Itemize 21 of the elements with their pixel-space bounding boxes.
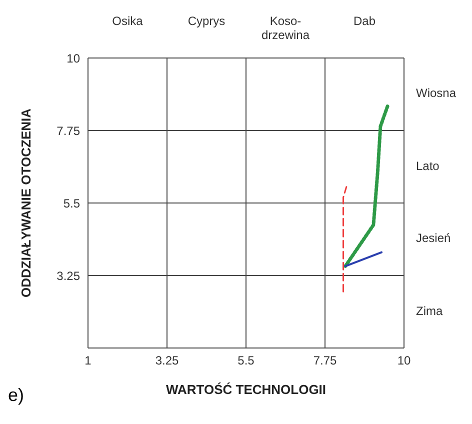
- text: Cyprys: [186, 14, 226, 28]
- x-axis-title: WARTOŚĆ TECHNOLOGII: [166, 382, 326, 397]
- text: e): [8, 385, 24, 405]
- x-tick-label: 5.5: [238, 354, 255, 368]
- y-tick-label: 3.25: [56, 268, 80, 283]
- line-series: [344, 104, 390, 268]
- y-axis-title: ODDZIAŁYWANIE OTOCZENIA: [18, 108, 34, 298]
- text: Jesień: [416, 231, 451, 246]
- text: Wiosna: [416, 86, 456, 100]
- y-tick-label: 7.75: [56, 124, 80, 138]
- x-tick-label: 3.25: [155, 354, 179, 368]
- text: Lato: [416, 158, 440, 173]
- x-tick-label: 7.75: [313, 354, 337, 368]
- y-tick-label: 10: [66, 51, 80, 66]
- y-tick-label: 5.5: [63, 196, 80, 210]
- text: Dab: [352, 14, 376, 28]
- x-tick-label: 10: [397, 354, 411, 368]
- x-tick-label: 1: [84, 354, 92, 368]
- text: Zima: [416, 304, 443, 318]
- text: Koso- drzewina: [260, 14, 311, 42]
- text: Osika: [111, 14, 144, 28]
